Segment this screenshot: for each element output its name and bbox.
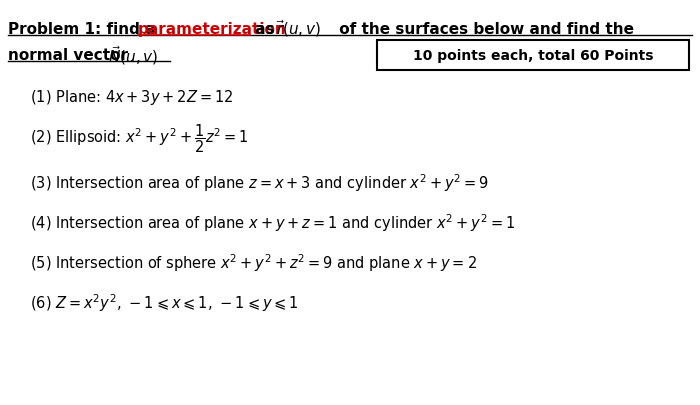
FancyBboxPatch shape [377, 41, 689, 71]
Text: (5) Intersection of sphere $x^2 + y^2 + z^2 = 9$ and plane $x + y = 2$: (5) Intersection of sphere $x^2 + y^2 + … [30, 252, 477, 273]
Text: normal vector: normal vector [8, 48, 133, 63]
Text: (3) Intersection area of plane $z = x + 3$ and cylinder $x^2 + y^2 = 9$: (3) Intersection area of plane $z = x + … [30, 172, 489, 193]
Text: 10 points each, total 60 Points: 10 points each, total 60 Points [413, 49, 653, 63]
Text: parameterization: parameterization [138, 22, 287, 37]
Text: (6) $Z = x^2y^2,\,-1 \leqslant x \leqslant 1,\,-1 \leqslant y \leqslant 1$: (6) $Z = x^2y^2,\,-1 \leqslant x \leqsla… [30, 291, 299, 313]
Text: of the surfaces below and find the: of the surfaces below and find the [334, 22, 634, 37]
Text: (2) Ellipsoid: $x^2 + y^2 + \dfrac{1}{2}z^2 = 1$: (2) Ellipsoid: $x^2 + y^2 + \dfrac{1}{2}… [30, 122, 248, 154]
Text: Problem 1: find a: Problem 1: find a [8, 22, 161, 37]
Text: as: as [250, 22, 280, 37]
Text: (4) Intersection area of plane $x + y + z = 1$ and cylinder $x^2 + y^2 = 1$: (4) Intersection area of plane $x + y + … [30, 211, 515, 233]
Text: (1) Plane: $4x + 3y + 2Z = 12$: (1) Plane: $4x + 3y + 2Z = 12$ [30, 88, 233, 107]
Text: $\vec{N}(u, v)$: $\vec{N}(u, v)$ [108, 44, 158, 67]
Text: $\vec{r}(u, v)$: $\vec{r}(u, v)$ [276, 18, 321, 39]
